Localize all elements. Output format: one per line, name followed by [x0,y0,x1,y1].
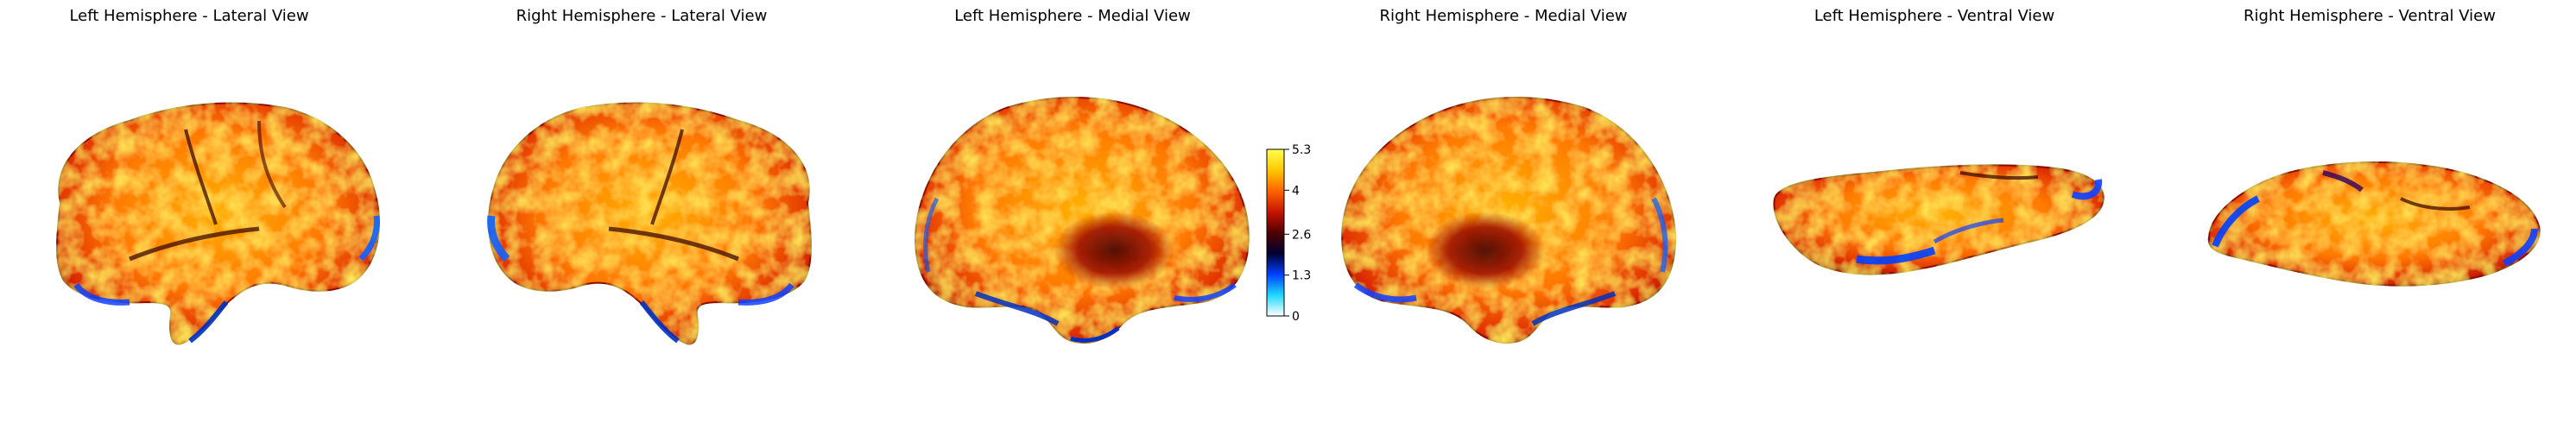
panel-title-right-medial: Right Hemisphere - Medial View [1379,7,1627,25]
brain-left-lateral [56,102,380,345]
panel-title-left-medial: Left Hemisphere - Medial View [954,7,1191,25]
brain-left-ventral [1773,164,2104,275]
brain-right-ventral [2207,161,2541,287]
colorbar-ticks: 5.3 4 2.6 1.3 0 [1284,143,1311,324]
brain-right-medial [1341,97,1677,344]
colorbar-tick-label: 4 [1292,184,1300,198]
panel-title-right-ventral: Right Hemisphere - Ventral View [2244,7,2496,25]
colorbar-bar [1266,148,1285,317]
panel-title-right-lateral: Right Hemisphere - Lateral View [516,7,768,25]
panel-title-left-ventral: Left Hemisphere - Ventral View [1814,7,2054,25]
panel-title-left-lateral: Left Hemisphere - Lateral View [69,7,308,25]
colorbar: 5.3 4 2.6 1.3 0 [1266,143,1311,324]
brain-left-medial [914,97,1250,344]
colorbar-tick-label: 2.6 [1292,228,1311,242]
colorbar-tick-label: 5.3 [1292,143,1311,157]
colorbar-tick-label: 1.3 [1292,269,1311,283]
colorbar-tick-label: 0 [1292,310,1300,324]
brain-right-lateral [487,102,812,345]
